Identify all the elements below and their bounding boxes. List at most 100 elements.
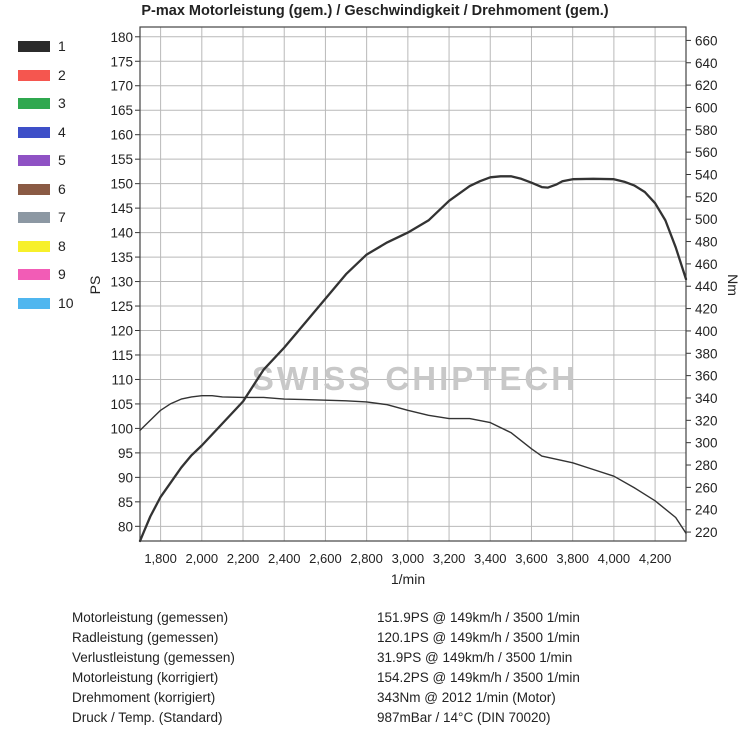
y-left-tick-label: 165 bbox=[110, 103, 133, 118]
legend-label: 3 bbox=[58, 95, 66, 111]
legend-item: 6 bbox=[18, 180, 88, 197]
legend-swatch bbox=[18, 183, 50, 195]
result-value: 120.1PS @ 149km/h / 3500 1/min bbox=[377, 630, 580, 645]
result-row: Motorleistung (gemessen) 151.9PS @ 149km/… bbox=[72, 610, 712, 630]
y-right-tick-label: 400 bbox=[695, 324, 718, 339]
result-value: 31.9PS @ 149km/h / 3500 1/min bbox=[377, 650, 573, 665]
y-right-tick-label: 280 bbox=[695, 458, 718, 473]
y-left-tick-label: 150 bbox=[110, 177, 133, 192]
y-right-tick-label: 480 bbox=[695, 235, 718, 250]
y-left-tick-label: 180 bbox=[110, 30, 133, 45]
y-right-tick-label: 340 bbox=[695, 391, 718, 406]
legend-item: 4 bbox=[18, 123, 88, 140]
watermark: SWISS CHIPTECH bbox=[252, 360, 578, 397]
y-left-tick-label: 85 bbox=[118, 495, 133, 510]
legend-label: 7 bbox=[58, 209, 66, 225]
result-value: 154.2PS @ 149km/h / 3500 1/min bbox=[377, 670, 580, 685]
y-right-tick-label: 240 bbox=[695, 503, 718, 518]
x-tick-label: 2,600 bbox=[309, 551, 342, 566]
result-label: Druck / Temp. (Standard) bbox=[72, 710, 223, 725]
x-tick-label: 3,800 bbox=[556, 551, 589, 566]
y-right-tick-label: 440 bbox=[695, 279, 718, 294]
x-tick-label: 2,400 bbox=[268, 551, 301, 566]
power-curve bbox=[138, 175, 688, 543]
legend-label: 6 bbox=[58, 180, 66, 197]
y-right-axis-label: Nm bbox=[725, 274, 741, 296]
result-row: Radleistung (gemessen) 120.1PS @ 149km/h … bbox=[72, 630, 712, 650]
y-right-tick-label: 560 bbox=[695, 145, 718, 160]
y-left-tick-label: 105 bbox=[110, 397, 133, 412]
legend-swatch bbox=[18, 69, 50, 81]
result-row: Motorleistung (korrigiert) 154.2PS @ 149k… bbox=[72, 670, 712, 690]
legend-swatch bbox=[18, 297, 50, 309]
y-left-tick-label: 125 bbox=[110, 299, 133, 314]
y-right-tick-label: 620 bbox=[695, 78, 718, 93]
result-label: Drehmoment (korrigiert) bbox=[72, 690, 216, 705]
y-left-tick-label: 120 bbox=[110, 324, 133, 339]
legend-item: 8 bbox=[18, 238, 88, 254]
x-tick-label: 3,400 bbox=[474, 551, 507, 566]
y-left-tick-label: 115 bbox=[111, 348, 133, 363]
legend-swatch bbox=[18, 126, 50, 138]
result-value: 987mBar / 14°C (DIN 70020) bbox=[377, 710, 551, 725]
legend-item: 9 bbox=[18, 266, 88, 282]
y-right-tick-label: 460 bbox=[695, 257, 718, 272]
legend-label: 4 bbox=[58, 123, 66, 140]
legend-swatch bbox=[18, 41, 50, 52]
legend-swatch bbox=[18, 212, 50, 223]
plot-frame bbox=[139, 26, 687, 542]
legend-item: 5 bbox=[18, 152, 88, 168]
result-label: Verlustleistung (gemessen) bbox=[72, 650, 235, 665]
y-right-tick-label: 500 bbox=[695, 212, 718, 227]
result-row: Verlustleistung (gemessen) 31.9PS @ 149km… bbox=[72, 650, 712, 670]
legend-label: 2 bbox=[58, 66, 66, 83]
legend-swatch bbox=[18, 269, 50, 280]
result-value: 151.9PS @ 149km/h / 3500 1/min bbox=[377, 610, 580, 625]
legend-swatch bbox=[18, 155, 50, 166]
y-right-tick-label: 300 bbox=[695, 436, 718, 451]
plot-background bbox=[140, 27, 686, 541]
result-label: Radleistung (gemessen) bbox=[72, 630, 219, 645]
y-left-tick-label: 90 bbox=[118, 470, 133, 485]
y-right-tick-label: 360 bbox=[695, 369, 718, 384]
result-row: Drehmoment (korrigiert) 343Nm @ 2012 1/mi… bbox=[72, 690, 712, 710]
x-tick-label: 2,200 bbox=[227, 551, 260, 566]
legend-swatch bbox=[18, 240, 50, 252]
x-tick-label: 3,600 bbox=[515, 551, 548, 566]
y-right-tick-label: 520 bbox=[695, 190, 718, 205]
y-right-tick-label: 600 bbox=[695, 100, 718, 115]
legend-label: 1 bbox=[58, 38, 66, 54]
result-label: Motorleistung (gemessen) bbox=[72, 610, 229, 625]
y-right-tick-label: 660 bbox=[695, 33, 718, 48]
x-axis-label: 1/min bbox=[391, 571, 425, 587]
x-tick-label: 2,000 bbox=[186, 551, 219, 566]
result-label: Motorleistung (korrigiert) bbox=[72, 670, 219, 685]
y-left-tick-label: 175 bbox=[110, 54, 133, 69]
torque-curve bbox=[139, 395, 687, 534]
legend-item: 7 bbox=[18, 209, 88, 225]
x-tick-label: 3,000 bbox=[392, 551, 425, 566]
result-value: 343Nm @ 2012 1/min (Motor) bbox=[377, 690, 556, 705]
y-left-tick-label: 95 bbox=[118, 446, 133, 461]
y-left-tick-label: 155 bbox=[110, 152, 133, 167]
legend-label: 10 bbox=[58, 294, 74, 311]
y-right-tick-label: 380 bbox=[695, 346, 718, 361]
legend-item: 2 bbox=[18, 66, 88, 83]
y-right-tick-label: 580 bbox=[695, 123, 718, 138]
legend-item: 3 bbox=[18, 95, 88, 111]
y-right-tick-label: 420 bbox=[695, 302, 718, 317]
x-tick-label: 2,800 bbox=[350, 551, 383, 566]
y-right-tick-label: 320 bbox=[695, 413, 718, 428]
y-right-tick-label: 260 bbox=[695, 480, 718, 495]
y-left-tick-label: 160 bbox=[110, 128, 133, 143]
y-left-tick-label: 140 bbox=[110, 226, 133, 241]
y-right-tick-label: 640 bbox=[695, 56, 718, 71]
legend-label: 5 bbox=[58, 152, 66, 168]
x-tick-label: 4,200 bbox=[639, 551, 672, 566]
y-left-tick-label: 110 bbox=[111, 372, 133, 387]
y-left-tick-label: 100 bbox=[110, 421, 133, 436]
x-tick-label: 1,800 bbox=[144, 551, 177, 566]
y-right-tick-label: 220 bbox=[695, 525, 718, 540]
y-left-tick-label: 170 bbox=[110, 79, 133, 94]
